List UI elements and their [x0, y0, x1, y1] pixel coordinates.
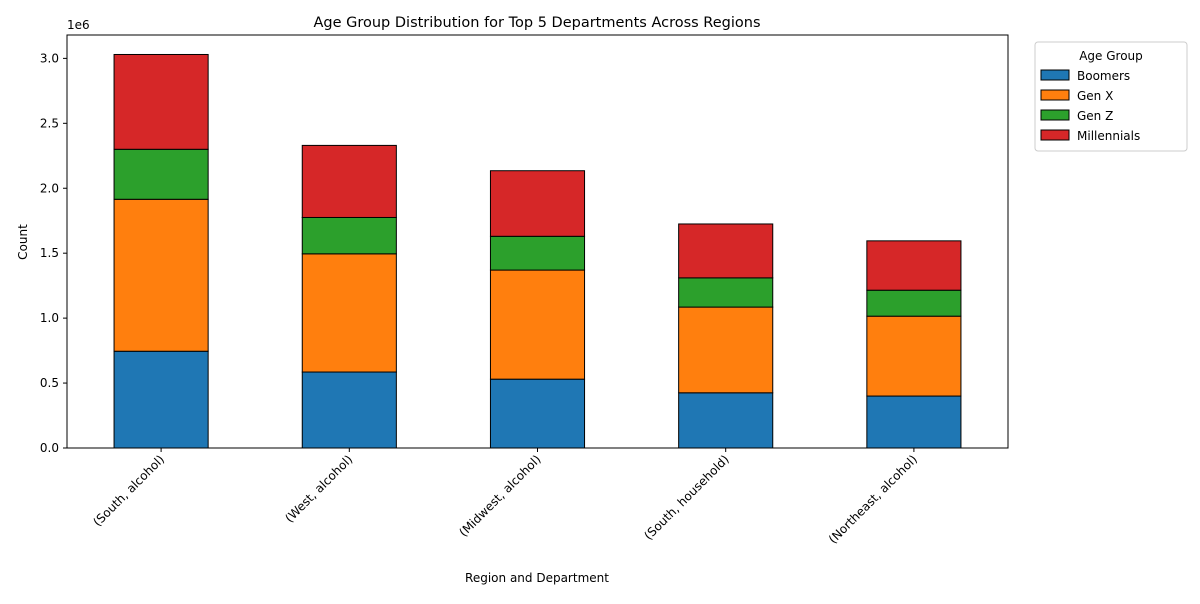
bar-segment-gen-x-3 — [678, 306, 774, 394]
y-tick-label-3: 1.5 — [40, 246, 59, 260]
y-tick-label-1: 0.5 — [40, 376, 59, 390]
legend-label-boomers: Boomers — [1077, 69, 1130, 83]
y-axis-label: Count — [16, 224, 30, 260]
legend-swatch-gen-x — [1040, 89, 1070, 101]
bar-segment-gen-x-4 — [866, 315, 962, 397]
y-tick-label-6: 3.0 — [40, 51, 59, 65]
plot-frame — [66, 34, 1009, 449]
legend-title: Age Group — [1079, 49, 1143, 63]
x-tick-label-1: (West, alcohol) — [282, 452, 355, 525]
y-tick-label-4: 2.0 — [40, 181, 59, 195]
bar-segment-millennials-0 — [113, 53, 209, 150]
x-tick-label-3: (South, household) — [641, 452, 731, 542]
x-tick-label-2: (Midwest, alcohol) — [456, 452, 543, 539]
bar-segment-boomers-3 — [678, 392, 774, 449]
legend-frame — [1034, 41, 1188, 152]
legend: Age Group Boomers Gen X Gen Z Millennials — [1034, 41, 1188, 152]
y-tick-label-0: 0.0 — [40, 441, 59, 455]
plot-area: (South, alcohol) (West, alcohol) (Midwest,… — [40, 51, 962, 546]
legend-label-millennials: Millennials — [1077, 129, 1140, 143]
bar-segment-boomers-0 — [113, 350, 209, 449]
legend-swatch-boomers — [1040, 69, 1070, 81]
bar-segment-millennials-4 — [866, 240, 962, 291]
bar-segment-millennials-2 — [489, 170, 586, 237]
bar-segment-boomers-1 — [301, 371, 397, 449]
bar-segment-gen-x-1 — [301, 253, 397, 373]
chart-title: Age Group Distribution for Top 5 Departm… — [313, 15, 760, 31]
bar-segment-gen-z-2 — [489, 235, 586, 271]
legend-swatch-millennials — [1040, 129, 1070, 141]
x-axis-label: Region and Department — [465, 571, 609, 585]
x-tick-label-4: (Northeast, alcohol) — [826, 452, 920, 546]
y-offset-label: 1e6 — [67, 18, 90, 32]
bar-segment-gen-z-4 — [866, 289, 962, 317]
bar-segment-gen-z-3 — [678, 277, 774, 308]
y-tick-label-2: 1.0 — [40, 311, 59, 325]
bar-segment-boomers-2 — [489, 378, 586, 449]
legend-label-gen-z: Gen Z — [1077, 109, 1113, 123]
bar-segment-gen-x-2 — [489, 269, 586, 380]
bar-segment-gen-x-0 — [113, 198, 209, 352]
bar-segment-boomers-4 — [866, 395, 962, 449]
x-tick-label-0: (South, alcohol) — [90, 452, 167, 529]
legend-swatch-gen-z — [1040, 109, 1070, 121]
bar-segment-gen-z-1 — [301, 216, 397, 255]
y-tick-label-5: 2.5 — [40, 116, 59, 130]
bar-segment-millennials-1 — [301, 144, 397, 218]
bar-segment-millennials-3 — [678, 223, 774, 279]
legend-label-gen-x: Gen X — [1077, 89, 1113, 103]
bar-segment-gen-z-0 — [113, 148, 209, 200]
